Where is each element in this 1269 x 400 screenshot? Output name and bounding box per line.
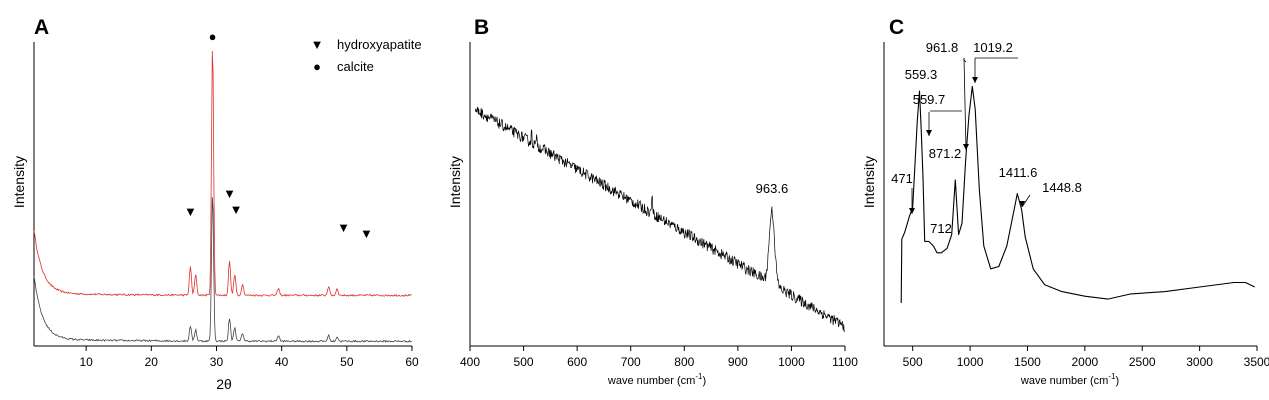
panel-c-x-title: wave number (cm-1)	[1020, 372, 1119, 387]
panel-a-series-line-1	[33, 197, 412, 343]
panel-b-x-title: wave number (cm-1)	[607, 372, 706, 387]
panel-a-tick-label: 40	[275, 355, 289, 369]
panel-b-tick-label: 600	[567, 355, 587, 369]
panel-a-tick-label: 20	[145, 355, 159, 369]
panel-c-y-title: Intensity	[861, 156, 877, 208]
panel-b-peak-label: 963.6	[756, 181, 789, 196]
panel-b-tick-label: 500	[514, 355, 534, 369]
panel-a-peak-marker: ▼	[223, 186, 236, 201]
panel-a-peak-marker: ▼	[337, 220, 350, 235]
panel-c-tick-label: 2000	[1071, 355, 1098, 369]
panel-c-peak-label: 471	[891, 171, 913, 186]
panel-a-letter: A	[34, 16, 49, 39]
panel-a-peak-marker: ▼	[360, 226, 373, 241]
panel-c-arrowhead	[972, 77, 978, 83]
panel-a-peak-marker: ●	[209, 29, 217, 44]
panel-b: B 400 500 600 700 800 900 1000 1100 Intensity w…	[447, 16, 858, 387]
panel-c-arrowhead	[909, 208, 915, 214]
panel-c-annotations: 471 559.3 559.7 712 871.2 961.8 1019.2 1411.6 14…	[891, 40, 1082, 236]
legend-marker-hydroxyapatite: ▼	[311, 37, 324, 52]
panel-b-tick-label: 1000	[778, 355, 805, 369]
panel-c-tick-label: 1000	[957, 355, 984, 369]
panel-a-tick-label: 30	[210, 355, 224, 369]
panel-c-letter: C	[889, 16, 904, 39]
panel-a-series	[33, 50, 412, 343]
panel-a-markers: ▼▼▼▼ ▼●	[184, 29, 373, 241]
panel-a-peak-marker: ▼	[184, 204, 197, 219]
panel-b-tick-label: 900	[728, 355, 748, 369]
panel-b-x-ticks: 400 500 600 700 800 900 1000 1100	[460, 346, 858, 369]
panel-a-tick-label: 50	[340, 355, 354, 369]
panel-c-tick-label: 1500	[1014, 355, 1041, 369]
legend-label-calcite: calcite	[337, 59, 374, 74]
panel-c-peak-label: 559.7	[913, 92, 946, 107]
panel-a: A 10 20 30 40 50 60 Intensity 2θ ▼▼▼▼ ▼● ▼ hyd…	[11, 16, 422, 392]
panel-a-y-title: Intensity	[11, 156, 27, 208]
panel-c-tick-label: 3000	[1186, 355, 1213, 369]
panel-c-x-ticks: 500 1000 1500 2000 2500 3000 3500	[903, 346, 1269, 369]
panel-c-tick-label: 2500	[1129, 355, 1156, 369]
panel-c-peak-label: 1019.2	[973, 40, 1013, 55]
panel-a-x-title: 2θ	[216, 376, 232, 392]
panel-c-leader-line	[963, 57, 967, 151]
panel-c-peak-label: 1411.6	[999, 165, 1038, 180]
panel-a-legend: ▼ hydroxyapatite ● calcite	[311, 37, 422, 74]
panel-c-arrowhead	[963, 144, 969, 150]
panel-c-spectrum-line	[900, 85, 1255, 304]
panel-b-spectrum-line	[475, 106, 845, 333]
panel-c-tick-label: 3500	[1244, 355, 1269, 369]
panel-c-peak-label: 871.2	[929, 146, 962, 161]
panel-a-peak-marker: ▼	[230, 202, 243, 217]
panel-b-y-title: Intensity	[447, 156, 463, 208]
panel-c-tick-label: 500	[903, 355, 923, 369]
panel-c-series	[900, 85, 1255, 304]
panel-c-peak-label: 712	[930, 221, 952, 236]
panel-b-tick-label: 400	[460, 355, 480, 369]
panel-c-peak-label: 559.3	[905, 67, 938, 82]
legend-label-hydroxyapatite: hydroxyapatite	[337, 37, 422, 52]
panel-b-annotations: 963.6	[756, 181, 789, 196]
panel-c-arrowhead	[926, 130, 932, 136]
panel-a-series-line-0	[33, 50, 412, 297]
panel-c-leader-line	[1021, 194, 1031, 208]
panel-b-tick-label: 800	[674, 355, 694, 369]
panel-a-tick-label: 10	[79, 355, 93, 369]
panel-b-series	[475, 106, 845, 333]
panel-c-peak-label: 961.8	[926, 40, 959, 55]
panel-a-tick-label: 60	[405, 355, 419, 369]
panel-c-label-bracket	[963, 58, 967, 63]
panel-c: C 500 1000 1500 2000 2500 3000 3500 Intensity …	[861, 16, 1269, 387]
panel-b-letter: B	[474, 16, 489, 39]
panel-b-tick-label: 1100	[832, 355, 858, 369]
panel-b-tick-label: 700	[621, 355, 641, 369]
panel-a-x-ticks: 10 20 30 40 50 60	[79, 346, 419, 369]
legend-marker-calcite: ●	[313, 59, 321, 74]
panel-c-peak-label: 1448.8	[1042, 180, 1082, 195]
panel-c-arrowhead	[1019, 201, 1025, 207]
